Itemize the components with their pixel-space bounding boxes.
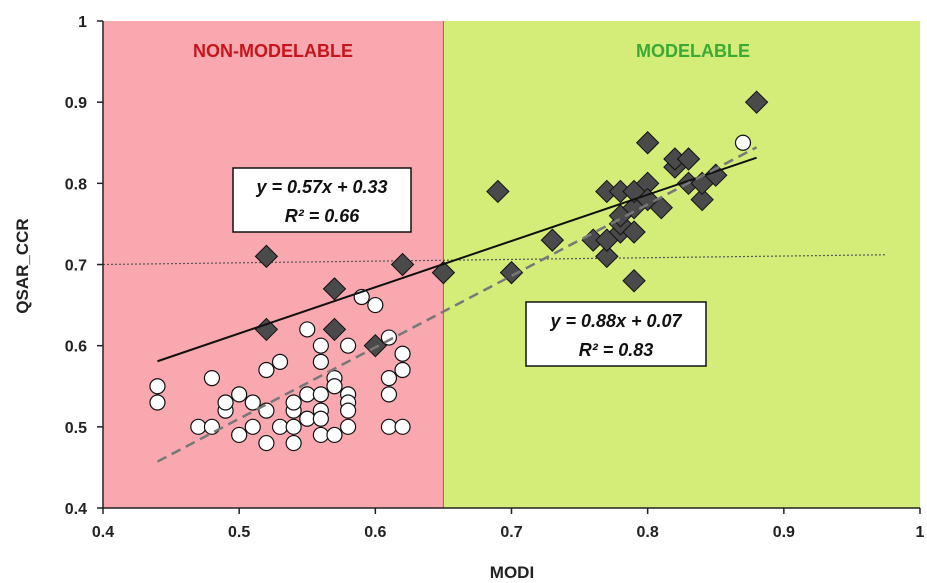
data-point-diamond (690, 187, 714, 212)
data-point-circle (285, 394, 302, 411)
data-point-circle (149, 394, 166, 411)
data-point-circle (217, 394, 234, 411)
data-point-circle (394, 361, 411, 379)
data-point-diamond (540, 228, 565, 252)
fit-equation-2: y = 0.88x + 0.07 (549, 311, 682, 331)
data-point-circle (285, 434, 302, 452)
fit-annotation-1: y = 0.57x + 0.33 R² = 0.66 (232, 167, 412, 233)
data-point-circle (231, 386, 248, 403)
data-point-circle (203, 418, 221, 435)
data-point-diamond (390, 252, 415, 277)
data-point-circle (244, 418, 261, 435)
data-point-diamond (622, 220, 646, 244)
data-point-circle (380, 329, 398, 346)
data-point-circle (380, 386, 398, 403)
data-point-circle (190, 418, 207, 435)
data-point-circle (312, 337, 329, 354)
data-point-circle (312, 353, 329, 370)
data-point-circle (394, 418, 411, 435)
x-tick-label: 0.6 (364, 524, 386, 541)
y-tick-label: 1 (78, 14, 87, 31)
data-point-diamond (486, 179, 510, 204)
fit-r2-2: R² = 0.83 (579, 340, 654, 360)
data-point-diamond (322, 317, 347, 342)
data-point-circle (244, 394, 261, 411)
fit-line-1 (157, 156, 757, 363)
x-tick-label: 1 (916, 524, 925, 541)
data-point-diamond (649, 195, 673, 220)
data-point-circle (203, 370, 221, 387)
data-point-circle (734, 134, 752, 151)
x-axis-title: MODI (490, 563, 534, 582)
data-point-circle (367, 296, 384, 314)
data-point-circle (326, 378, 343, 395)
data-point-circle (380, 418, 398, 435)
data-point-diamond (744, 90, 769, 114)
data-point-circle (258, 402, 275, 419)
x-tick-label: 0.8 (637, 524, 659, 541)
region-bg-2 (443, 21, 920, 508)
data-point-circle (258, 361, 275, 379)
data-point-circle (271, 418, 289, 435)
data-point-circle (258, 434, 275, 452)
data-point-circle (299, 410, 316, 427)
x-tick-label: 0.4 (92, 524, 114, 541)
region-label-non-modelable: NON-MODELABLE (193, 41, 353, 61)
x-tick-label: 0.7 (500, 524, 522, 541)
data-point-diamond (676, 147, 701, 171)
data-point-circle (271, 353, 289, 370)
y-tick-label: 0.8 (65, 176, 87, 193)
data-point-circle (326, 426, 343, 444)
data-point-circle (231, 426, 248, 444)
data-point-diamond (431, 260, 456, 285)
y-axis-title: QSAR_CCR (13, 218, 32, 313)
fit-equation-1: y = 0.57x + 0.33 (255, 177, 387, 197)
y-tick-label: 0.4 (65, 501, 87, 518)
data-point-diamond (622, 269, 646, 293)
data-point-circle (312, 386, 329, 403)
data-point-circle (340, 402, 357, 419)
data-point-circle (285, 418, 302, 435)
x-tick-label: 0.5 (228, 524, 250, 541)
threshold-line (102, 254, 886, 266)
y-tick-label: 0.6 (65, 339, 87, 356)
data-point-diamond (595, 244, 619, 269)
fit-line-2 (156, 146, 758, 463)
data-point-circle (299, 386, 316, 403)
data-point-circle (312, 410, 329, 427)
data-point-diamond (635, 131, 660, 155)
y-tick-label: 0.7 (65, 258, 87, 275)
region-label-modelable: MODELABLE (636, 41, 750, 61)
data-point-circle (340, 337, 357, 354)
data-point-circle (299, 321, 316, 338)
data-point-circle (312, 426, 329, 444)
data-point-diamond (254, 244, 279, 269)
data-point-diamond (322, 277, 347, 301)
data-point-circle (340, 418, 357, 435)
fit-annotation-2: y = 0.88x + 0.07 R² = 0.83 (525, 301, 707, 367)
x-tick-label: 0.9 (773, 524, 795, 541)
data-point-circle (394, 345, 411, 362)
fit-r2-1: R² = 0.66 (285, 206, 361, 226)
y-tick-label: 0.5 (65, 420, 87, 437)
y-tick-label: 0.9 (65, 95, 87, 112)
data-point-circle (149, 378, 166, 395)
data-point-circle (380, 370, 398, 387)
